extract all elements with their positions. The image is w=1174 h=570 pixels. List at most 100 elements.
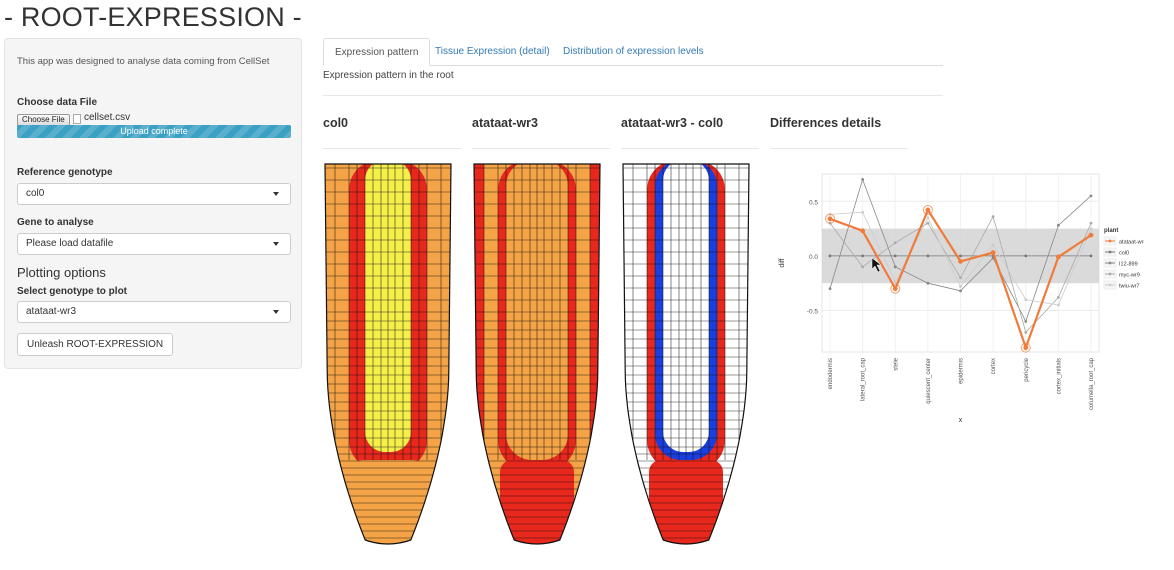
- data-point: [1056, 295, 1060, 299]
- y-tick-label: 0.0: [809, 254, 818, 261]
- chevron-down-icon: [273, 192, 279, 196]
- data-point: [1024, 320, 1028, 323]
- selected-file-name: cellset.csv: [84, 112, 131, 123]
- data-point: [925, 207, 931, 213]
- data-point: [893, 254, 897, 258]
- root-tissue-layers: [474, 164, 600, 544]
- x-tick-label: pericycle: [1024, 357, 1030, 381]
- legend-label: atataat-wr3: [1119, 240, 1144, 246]
- data-point: [990, 250, 996, 256]
- root-expression-map-reference: [324, 163, 452, 545]
- plot-genotype-value: atataat-wr3: [26, 306, 77, 317]
- data-point: [828, 287, 832, 291]
- file-input-label: Choose data File: [17, 97, 98, 108]
- data-point: [958, 258, 963, 264]
- divider: [770, 148, 908, 149]
- legend-label: twiu-wr7: [1119, 284, 1139, 290]
- data-point: [926, 221, 930, 225]
- divider: [323, 95, 943, 96]
- x-tick-label: cortex_initials: [1056, 358, 1062, 394]
- data-point: [1088, 232, 1094, 238]
- data-point: [926, 254, 930, 258]
- data-point: [1024, 298, 1028, 301]
- highlight-ring: [890, 283, 901, 294]
- legend-title: plant: [1104, 228, 1118, 234]
- data-point: [1024, 254, 1028, 258]
- legend-point: [1108, 239, 1112, 243]
- root-tissue-layers: [325, 164, 451, 544]
- y-tick-label: 0.5: [809, 199, 818, 206]
- x-tick-label: stele: [893, 357, 899, 370]
- reference-genotype-select[interactable]: col0: [17, 183, 291, 205]
- legend-point: [1108, 272, 1112, 276]
- app-title: - ROOT-EXPRESSION -: [4, 2, 302, 32]
- data-point: [991, 215, 995, 218]
- panel-title-reference: col0: [323, 116, 349, 130]
- panel-title-difference: atataat-wr3 - col0: [621, 116, 724, 130]
- y-axis-label: diff: [779, 258, 786, 267]
- data-point: [1089, 254, 1093, 258]
- app-description: This app was designed to analyse data co…: [17, 56, 270, 67]
- chevron-down-icon: [273, 310, 279, 314]
- tab-distribution[interactable]: Distribution of expression levels: [563, 46, 704, 57]
- data-point: [893, 280, 897, 284]
- y-tick-label: -0.5: [807, 309, 819, 316]
- tab-bar: Expression pattern Tissue Expression (de…: [323, 38, 943, 66]
- data-point: [926, 216, 930, 220]
- file-icon: [73, 114, 81, 124]
- data-point: [1024, 330, 1028, 334]
- data-point: [959, 254, 962, 258]
- legend-point: [1108, 283, 1112, 287]
- data-point: [959, 276, 962, 280]
- data-point: [959, 289, 962, 293]
- data-point: [1023, 345, 1029, 351]
- upload-progress-bar: Upload complete: [17, 125, 291, 138]
- panel-title-genotype: atataat-wr3: [472, 116, 538, 130]
- root-tissue-layers: [623, 164, 749, 544]
- divider: [472, 148, 610, 149]
- data-point: [991, 243, 995, 247]
- divider: [621, 148, 759, 149]
- data-point: [860, 228, 866, 234]
- chevron-down-icon: [273, 242, 279, 246]
- data-point: [1089, 194, 1093, 198]
- gene-label: Gene to analyse: [17, 217, 94, 228]
- data-point: [893, 241, 897, 245]
- legend-label: I12-899: [1119, 262, 1138, 268]
- root-expression-map-genotype: [473, 163, 601, 545]
- root-expression-map-difference: [622, 163, 750, 545]
- upload-progress-fill: Upload complete: [17, 125, 291, 138]
- data-point: [1056, 303, 1060, 307]
- sidebar-panel: This app was designed to analyse data co…: [4, 38, 302, 369]
- gene-value: Please load datafile: [26, 238, 114, 249]
- differences-chart: -0.5 0.0 0.5 endodermis lateral_root_cap stel…: [779, 173, 1144, 424]
- data-point: [861, 254, 865, 258]
- data-point: [1089, 227, 1093, 231]
- panel-title-details: Differences details: [770, 116, 882, 130]
- plotting-options-heading: Plotting options: [17, 265, 106, 280]
- tab-caption: Expression pattern in the root: [323, 70, 454, 81]
- data-point: [1055, 254, 1061, 260]
- data-point: [861, 210, 865, 214]
- x-tick-label: cortex: [991, 358, 997, 374]
- tab-expression-pattern[interactable]: Expression pattern: [323, 38, 431, 66]
- x-tick-label: quiescent_center: [926, 358, 932, 404]
- data-point: [926, 281, 930, 285]
- x-tick-label: endodermis: [828, 358, 834, 389]
- mouse-cursor-icon: [871, 257, 882, 273]
- tab-tissue-expression[interactable]: Tissue Expression (detail): [435, 46, 550, 57]
- data-point: [861, 178, 865, 181]
- x-axis-label: x: [959, 417, 963, 424]
- unleash-button[interactable]: Unleash ROOT-EXPRESSION: [17, 333, 174, 356]
- gene-select[interactable]: Please load datafile: [17, 233, 291, 255]
- plot-genotype-select[interactable]: atataat-wr3: [17, 301, 291, 323]
- legend-label: myc-wr9: [1119, 273, 1140, 279]
- data-point: [1089, 221, 1093, 225]
- x-tick-label: epidermis: [959, 358, 965, 384]
- data-point: [861, 265, 865, 269]
- data-point: [893, 265, 897, 269]
- data-point: [827, 216, 833, 222]
- x-tick-label: columella_root_cap: [1089, 357, 1095, 410]
- data-point: [892, 286, 898, 292]
- data-point: [828, 254, 832, 258]
